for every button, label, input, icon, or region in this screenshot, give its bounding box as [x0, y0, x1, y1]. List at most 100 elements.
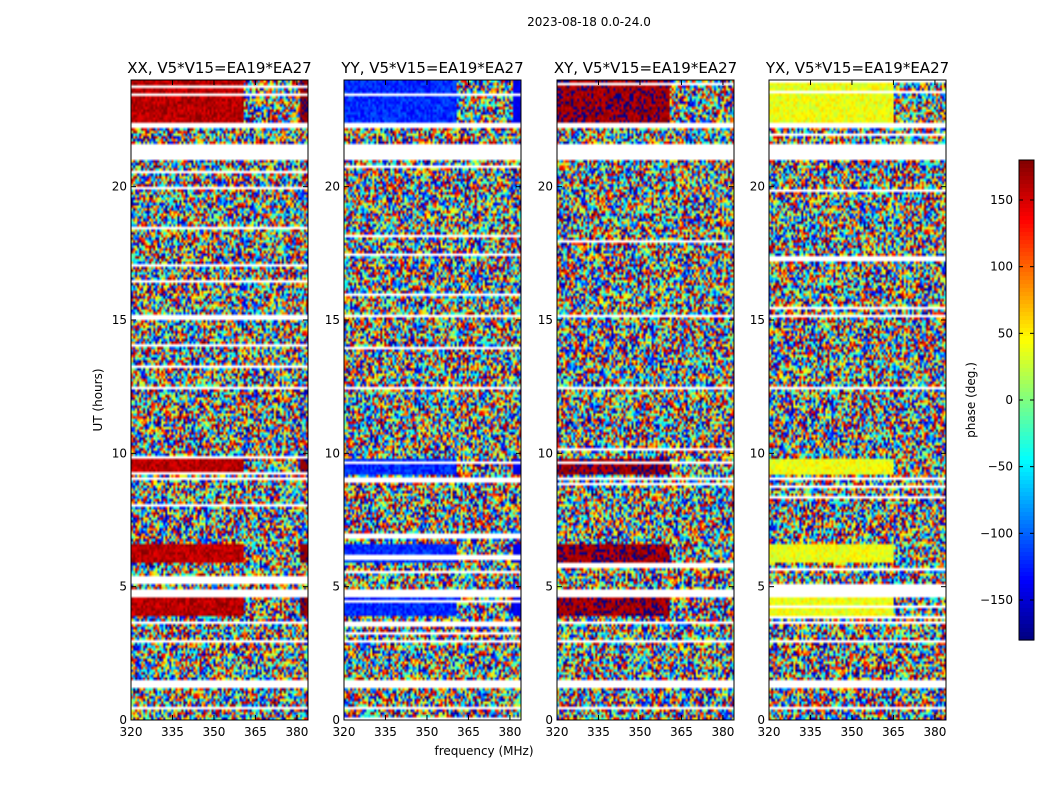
y-tick-label: 0: [545, 713, 553, 727]
colorbar-segment: [1019, 564, 1034, 569]
colorbar-segment: [1019, 328, 1034, 333]
colorbar-segment: [1019, 604, 1034, 609]
colorbar-segment: [1019, 300, 1034, 305]
colorbar-segment: [1019, 376, 1034, 381]
x-tick-label: 320: [333, 725, 356, 739]
colorbar-tick-label: −50: [988, 460, 1013, 474]
colorbar-segment: [1019, 180, 1034, 185]
axes-frame: [130, 79, 309, 721]
colorbar-segment: [1019, 176, 1034, 181]
colorbar-segment: [1019, 576, 1034, 581]
y-tick-label: 20: [112, 180, 127, 194]
colorbar-segment: [1019, 188, 1034, 193]
y-tick-label: 5: [332, 580, 340, 594]
colorbar-segment: [1019, 572, 1034, 577]
colorbar-segment: [1019, 628, 1034, 633]
colorbar-segment: [1019, 608, 1034, 613]
colorbar-segment: [1019, 480, 1034, 485]
colorbar: −150 −100 −50 0 50 100 150 phase (deg.): [964, 159, 1035, 641]
colorbar-segment: [1019, 272, 1034, 277]
colorbar-segment: [1019, 592, 1034, 597]
colorbar-segment: [1019, 212, 1034, 217]
colorbar-segment: [1019, 408, 1034, 413]
y-tick-label: 5: [545, 580, 553, 594]
colorbar-segment: [1019, 344, 1034, 349]
colorbar-segment: [1019, 560, 1034, 565]
colorbar-segment: [1019, 308, 1034, 313]
colorbar-segment: [1019, 268, 1034, 273]
colorbar-segment: [1019, 220, 1034, 225]
colorbar-segment: [1019, 504, 1034, 509]
colorbar-segment: [1019, 304, 1034, 309]
panel-title: XX, V5*V15=EA19*EA27: [127, 59, 311, 77]
colorbar-segment: [1019, 200, 1034, 205]
heatmap-yx: [769, 80, 946, 720]
colorbar-segment: [1019, 584, 1034, 589]
colorbar-segment: [1019, 312, 1034, 317]
colorbar-segment: [1019, 544, 1034, 549]
colorbar-segment: [1019, 356, 1034, 361]
colorbar-segment: [1019, 168, 1034, 173]
x-tick-label: 335: [374, 725, 397, 739]
colorbar-segment: [1019, 516, 1034, 521]
colorbar-segment: [1019, 388, 1034, 393]
y-tick-label: 15: [325, 313, 340, 327]
colorbar-segment: [1019, 612, 1034, 617]
colorbar-segment: [1019, 536, 1034, 541]
colorbar-segment: [1019, 248, 1034, 253]
colorbar-segment: [1019, 296, 1034, 301]
x-tick-label: 320: [120, 725, 143, 739]
colorbar-segment: [1019, 460, 1034, 465]
x-tick-label: 380: [923, 725, 946, 739]
axes-frame: [343, 79, 522, 721]
colorbar-segment: [1019, 596, 1034, 601]
y-tick-label: 10: [112, 446, 127, 460]
y-tick-label: 10: [538, 446, 553, 460]
colorbar-segment: [1019, 624, 1034, 629]
y-axis-label: UT (hours): [91, 368, 105, 431]
x-axis-label: frequency (MHz): [434, 744, 533, 758]
colorbar-segment: [1019, 492, 1034, 497]
colorbar-segment: [1019, 464, 1034, 469]
x-tick-label: 365: [457, 725, 480, 739]
x-tick-label: 365: [670, 725, 693, 739]
colorbar-segment: [1019, 368, 1034, 373]
x-tick-label: 335: [161, 725, 184, 739]
y-tick-label: 15: [538, 313, 553, 327]
colorbar-segment: [1019, 556, 1034, 561]
colorbar-segment: [1019, 508, 1034, 513]
colorbar-segment: [1019, 260, 1034, 265]
x-tick-label: 350: [203, 725, 226, 739]
colorbar-segment: [1019, 436, 1034, 441]
colorbar-label: phase (deg.): [964, 362, 978, 438]
colorbar-segment: [1019, 208, 1034, 213]
colorbar-segment: [1019, 568, 1034, 573]
x-tick-label: 350: [416, 725, 439, 739]
x-tick-label: 320: [546, 725, 569, 739]
colorbar-segment: [1019, 224, 1034, 229]
colorbar-segment: [1019, 588, 1034, 593]
y-tick-label: 20: [750, 180, 765, 194]
heatmap-yy: [344, 80, 521, 720]
colorbar-segment: [1019, 412, 1034, 417]
colorbar-segment: [1019, 532, 1034, 537]
colorbar-segment: [1019, 428, 1034, 433]
y-tick-label: 0: [119, 713, 127, 727]
panel-title: XY, V5*V15=EA19*EA27: [554, 59, 737, 77]
colorbar-segment: [1019, 488, 1034, 493]
colorbar-segment: [1019, 496, 1034, 501]
colorbar-segment: [1019, 432, 1034, 437]
panel-title: YY, V5*V15=EA19*EA27: [340, 59, 523, 77]
colorbar-segment: [1019, 232, 1034, 237]
colorbar-segment: [1019, 476, 1034, 481]
colorbar-segment: [1019, 284, 1034, 289]
colorbar-segment: [1019, 404, 1034, 409]
colorbar-segment: [1019, 440, 1034, 445]
colorbar-tick-label: 0: [1005, 393, 1013, 407]
y-tick-label: 0: [757, 713, 765, 727]
colorbar-segment: [1019, 380, 1034, 385]
colorbar-segment: [1019, 184, 1034, 189]
x-tick-label: 380: [498, 725, 521, 739]
colorbar-segment: [1019, 172, 1034, 177]
colorbar-segment: [1019, 160, 1034, 165]
